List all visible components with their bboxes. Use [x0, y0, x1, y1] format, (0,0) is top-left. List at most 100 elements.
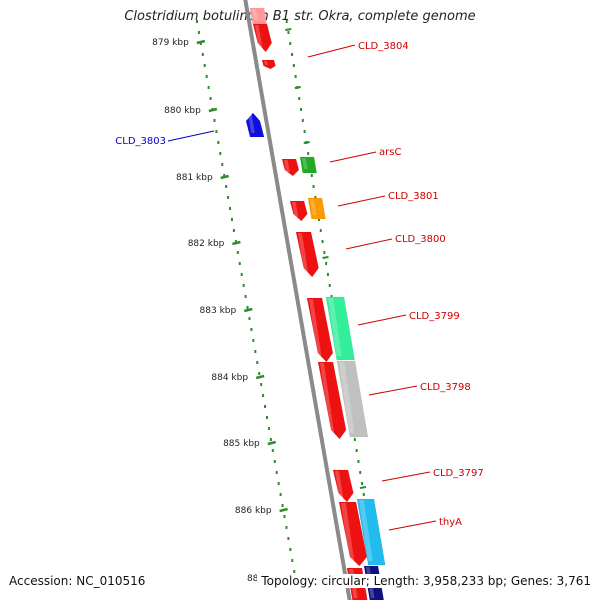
scale-tick-label: 886 kbp	[235, 506, 272, 516]
gene-label-leader-line	[167, 130, 215, 142]
scale-dot-right	[285, 20, 288, 23]
gene-label: CLD_3798	[420, 382, 471, 393]
scale-dash-right	[294, 86, 301, 89]
scale-dot-right	[359, 471, 362, 474]
gene-label-leader-line	[368, 385, 418, 396]
scale-dot-left	[219, 152, 222, 155]
gene-shape-highlight	[248, 114, 255, 133]
scale-dot-left	[236, 251, 239, 254]
scale-dot-left	[264, 405, 267, 408]
scale-dot-right	[357, 460, 360, 463]
genome-summary-text: Topology: circular; Length: 3,958,233 bp…	[257, 574, 591, 588]
gene-cds-shape	[289, 200, 308, 222]
gene-shape-highlight	[359, 500, 373, 561]
scale-dot-left	[293, 570, 296, 573]
scale-dot-left	[203, 64, 206, 67]
gene-label-leader-line	[388, 520, 437, 531]
gene-feature-shape	[307, 197, 326, 220]
gene-shape-highlight	[328, 298, 342, 356]
scale-dot-left	[267, 427, 270, 430]
gene-cds-shape	[261, 59, 276, 70]
scale-dot-right	[326, 273, 329, 276]
gene-cds-shape	[281, 158, 300, 177]
gene-label: CLD_3797	[433, 468, 484, 479]
scale-dash-right	[285, 28, 292, 31]
gene-shape-highlight	[252, 9, 258, 20]
gene-feature-shape	[356, 498, 386, 566]
scale-dot-left	[199, 42, 202, 45]
scale-tick-mark	[208, 107, 218, 113]
scale-dot-right	[300, 108, 303, 111]
scale-dot-left	[221, 163, 224, 166]
scale-dot-left	[195, 20, 198, 23]
scale-tick-label: 879 kbp	[152, 38, 189, 48]
scale-dot-left	[213, 119, 216, 122]
gene-label: CLD_3800	[395, 234, 446, 245]
gene-shape-highlight	[298, 233, 309, 273]
scale-dot-right	[307, 152, 310, 155]
gene-cds-shape	[306, 297, 334, 363]
gene-label: thyA	[439, 517, 462, 528]
scale-dash-right	[303, 141, 310, 144]
scale-dot-left	[250, 328, 253, 331]
scale-dot-left	[283, 515, 286, 518]
scale-tick-label: 883 kbp	[200, 306, 237, 316]
scale-dot-left	[277, 482, 280, 485]
scale-tick-label: 880 kbp	[164, 106, 201, 116]
scale-dot-left	[265, 416, 268, 419]
scale-dot-right	[314, 196, 317, 199]
scale-dot-right	[291, 53, 294, 56]
scale-dot-right	[310, 174, 313, 177]
scale-dot-right	[321, 240, 324, 243]
scale-dot-right	[323, 251, 326, 254]
gene-feature-shape	[299, 156, 318, 174]
scale-dot-right	[353, 438, 356, 441]
gene-label: arsC	[379, 147, 401, 158]
scale-dot-left	[262, 394, 265, 397]
scale-dot-left	[289, 548, 292, 551]
gene-shape-highlight	[310, 199, 317, 215]
gene-cds-shape	[295, 231, 319, 278]
scale-tick-mark	[196, 39, 206, 45]
scale-dot-right	[287, 31, 290, 34]
scale-dot-right	[328, 284, 331, 287]
gene-shape-highlight	[264, 61, 269, 65]
gene-label: CLD_3803	[115, 136, 166, 147]
gene-cds-shape	[245, 112, 265, 138]
scale-dot-left	[242, 284, 245, 287]
gene-label-leader-line	[337, 195, 386, 207]
scale-dot-left	[201, 53, 204, 56]
scale-dot-left	[273, 460, 276, 463]
gene-shape-highlight	[335, 471, 344, 498]
scale-dot-left	[285, 526, 288, 529]
scale-dot-left	[232, 229, 235, 232]
scale-dot-left	[260, 383, 263, 386]
gene-label: CLD_3804	[358, 41, 409, 52]
scale-tick-mark	[267, 440, 277, 446]
gene-shape-highlight	[292, 202, 299, 217]
gene-shape-highlight	[284, 160, 290, 172]
accession-text: Accession: NC_010516	[9, 574, 146, 588]
scale-tick-mark	[243, 307, 253, 313]
gene-cds-shape	[317, 361, 347, 440]
scale-dot-right	[294, 75, 297, 78]
gene-shape-highlight	[302, 158, 308, 169]
scale-dot-left	[271, 449, 274, 452]
scale-dot-right	[303, 130, 306, 133]
gene-label-leader-line	[357, 314, 407, 326]
gene-cds-shape	[252, 23, 273, 53]
gene-label: CLD_3801	[388, 191, 439, 202]
scale-tick-mark	[255, 374, 265, 380]
scale-dot-right	[325, 262, 328, 265]
gene-shape-highlight	[320, 363, 335, 435]
scale-dot-right	[289, 42, 292, 45]
scale-dot-left	[248, 317, 251, 320]
scale-dot-left	[205, 75, 208, 78]
scale-dot-left	[281, 504, 284, 507]
scale-dot-left	[252, 339, 255, 342]
gene-label-leader-line	[329, 151, 377, 163]
scale-dot-left	[240, 273, 243, 276]
scale-dot-right	[312, 185, 315, 188]
scale-dot-left	[225, 185, 228, 188]
